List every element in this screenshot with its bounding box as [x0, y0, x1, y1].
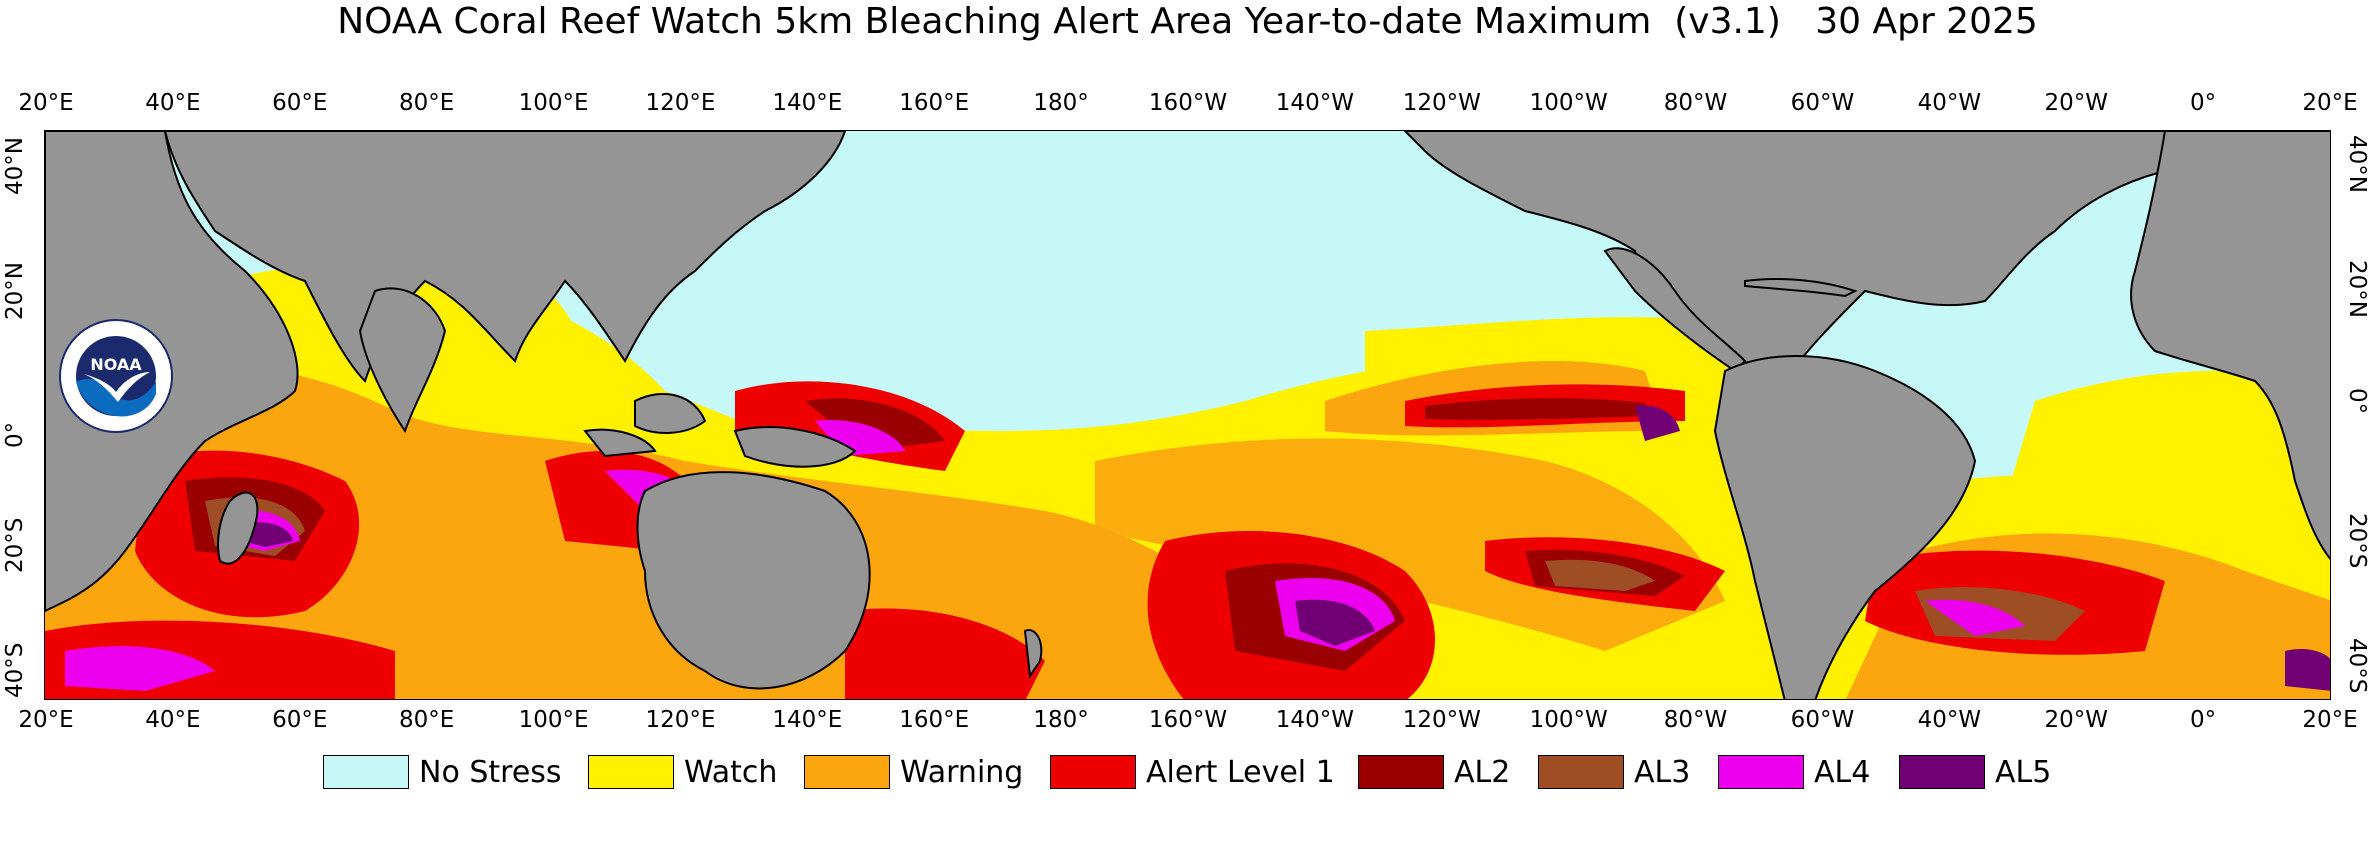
left-lat-tick-4: 40°S: [2, 642, 28, 698]
legend-label: No Stress: [419, 754, 562, 790]
bottom-lon-tick-4: 100°E: [518, 707, 589, 733]
bleaching-alert-map: [44, 130, 2331, 700]
bottom-lon-tick-11: 120°W: [1402, 707, 1481, 733]
top-lon-tick-9: 160°W: [1148, 90, 1228, 116]
legend-swatch: [1899, 755, 1985, 789]
logo-text: NOAA: [90, 355, 142, 374]
legend-swatch: [323, 755, 409, 789]
bottom-lon-tick-18: 20°E: [2302, 707, 2358, 733]
legend-label: AL3: [1634, 754, 1691, 790]
bottom-lon-tick-13: 80°W: [1663, 707, 1728, 733]
top-lon-tick-8: 180°: [1033, 90, 1089, 116]
bottom-lon-tick-8: 180°: [1033, 707, 1089, 733]
legend-swatch: [588, 755, 674, 789]
legend-swatch: [1050, 755, 1136, 789]
legend-item-7: AL5: [1899, 752, 2051, 792]
bottom-lon-tick-12: 100°W: [1529, 707, 1608, 733]
top-lon-tick-5: 120°E: [645, 90, 716, 116]
bottom-lon-tick-10: 140°W: [1275, 707, 1354, 733]
right-lat-tick-3: 20°S: [2344, 513, 2370, 569]
top-lon-tick-7: 160°E: [899, 90, 970, 116]
bottom-lon-tick-1: 40°E: [145, 707, 201, 733]
bottom-lon-tick-9: 160°W: [1148, 707, 1228, 733]
noaa-logo: NOAA: [59, 319, 173, 433]
bottom-lon-tick-14: 60°W: [1790, 707, 1855, 733]
bottom-lon-tick-2: 60°E: [272, 707, 328, 733]
bottom-lon-tick-3: 80°E: [399, 707, 455, 733]
legend-item-6: AL4: [1718, 752, 1870, 792]
top-lon-tick-2: 60°E: [272, 90, 328, 116]
bottom-lon-tick-15: 40°W: [1917, 707, 1982, 733]
legend-label: AL4: [1814, 754, 1871, 790]
top-lon-tick-4: 100°E: [518, 90, 589, 116]
top-lon-tick-13: 80°W: [1663, 90, 1728, 116]
legend-item-0: No Stress: [323, 752, 562, 792]
map-title: NOAA Coral Reef Watch 5km Bleaching Aler…: [337, 1, 2038, 42]
legend-label: Warning: [900, 754, 1024, 790]
top-lon-tick-0: 20°E: [18, 90, 74, 116]
left-lat-tick-0: 40°N: [2, 137, 28, 195]
bottom-lon-tick-0: 20°E: [18, 707, 74, 733]
top-lon-tick-16: 20°W: [2044, 90, 2108, 116]
legend-label: Alert Level 1: [1146, 754, 1335, 790]
top-lon-tick-10: 140°W: [1275, 90, 1354, 116]
left-lat-tick-1: 20°N: [2, 262, 28, 320]
bottom-lon-tick-7: 160°E: [899, 707, 970, 733]
top-lon-tick-14: 60°W: [1790, 90, 1855, 116]
right-lat-tick-1: 20°N: [2344, 260, 2370, 318]
right-lat-tick-0: 40°N: [2344, 135, 2370, 193]
bottom-lon-tick-17: 0°: [2190, 707, 2217, 733]
bottom-lon-tick-5: 120°E: [645, 707, 716, 733]
landmasses: [45, 131, 2330, 699]
top-lon-tick-1: 40°E: [145, 90, 201, 116]
left-lat-tick-3: 20°S: [2, 517, 28, 573]
legend-label: Watch: [684, 754, 778, 790]
legend-swatch: [804, 755, 890, 789]
legend-label: AL5: [1995, 754, 2052, 790]
top-lon-tick-3: 80°E: [399, 90, 455, 116]
legend-item-4: AL2: [1358, 752, 1510, 792]
right-lat-tick-4: 40°S: [2344, 638, 2370, 694]
top-lon-tick-12: 100°W: [1529, 90, 1608, 116]
legend-label: AL2: [1454, 754, 1511, 790]
legend: No Stress Watch Warning Alert Level 1 AL2 AL3…: [0, 752, 2375, 798]
legend-swatch: [1718, 755, 1804, 789]
bottom-lon-tick-16: 20°W: [2044, 707, 2108, 733]
legend-swatch: [1538, 755, 1624, 789]
top-lon-tick-18: 20°E: [2302, 90, 2358, 116]
legend-swatch: [1358, 755, 1444, 789]
bottom-lon-tick-6: 140°E: [772, 707, 843, 733]
top-lon-tick-6: 140°E: [772, 90, 843, 116]
legend-item-5: AL3: [1538, 752, 1690, 792]
legend-item-2: Warning: [804, 752, 1023, 792]
top-lon-tick-17: 0°: [2190, 90, 2217, 116]
legend-item-3: Alert Level 1: [1050, 752, 1335, 792]
top-lon-tick-15: 40°W: [1917, 90, 1982, 116]
left-lat-tick-2: 0°: [2, 421, 28, 448]
right-lat-tick-2: 0°: [2344, 388, 2370, 415]
legend-item-1: Watch: [588, 752, 777, 792]
top-lon-tick-11: 120°W: [1402, 90, 1481, 116]
map-canvas: [45, 131, 2330, 699]
